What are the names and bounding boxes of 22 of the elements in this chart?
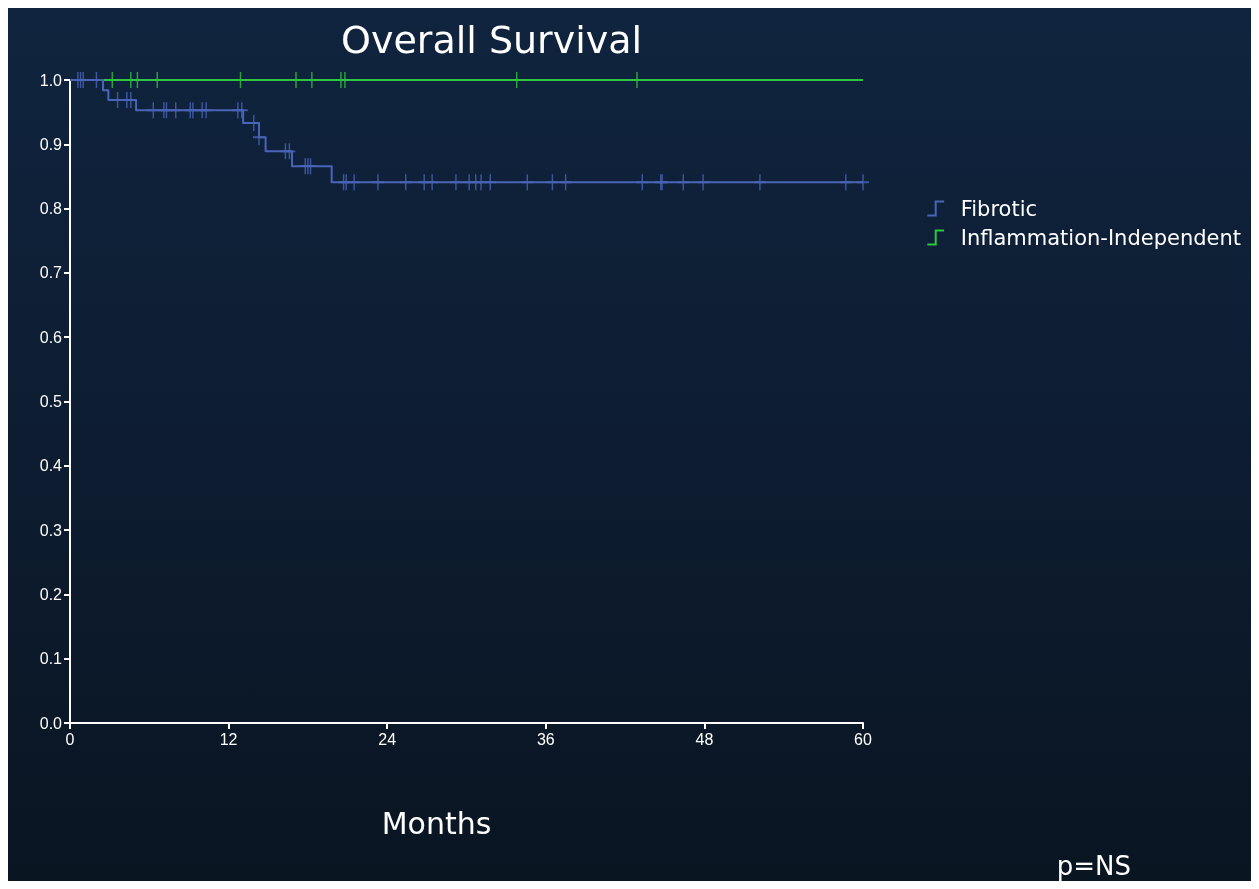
y-tick-label: 0.3: [39, 521, 63, 539]
x-tick-label: 36: [536, 730, 555, 748]
y-tick-label: 1.0: [39, 71, 63, 89]
y-tick-label: 0.7: [39, 264, 63, 282]
chart-title: Overall Survival: [341, 18, 643, 62]
y-tick-label: 0.5: [39, 393, 63, 410]
y-tick-label: 0.2: [39, 585, 63, 603]
y-tick-label: 0.4: [39, 457, 63, 475]
legend-label: Inflammation-Independent: [960, 225, 1242, 250]
legend-label: Fibrotic: [960, 196, 1038, 221]
x-axis-title: Months: [381, 805, 492, 841]
text: p=NS: [1056, 851, 1132, 881]
y-tick-label: 0.1: [39, 650, 63, 668]
y-tick-label: 0.0: [39, 714, 63, 732]
x-tick-label: 24: [378, 730, 397, 748]
x-tick-label: 12: [219, 730, 238, 748]
x-tick-label: 60: [854, 730, 872, 748]
x-tick-label: 48: [695, 730, 714, 748]
x-tick-label: 0: [65, 730, 75, 748]
y-tick-label: 0.8: [39, 200, 63, 218]
y-tick-label: 0.6: [39, 328, 63, 346]
y-tick-label: 0.9: [39, 135, 63, 153]
